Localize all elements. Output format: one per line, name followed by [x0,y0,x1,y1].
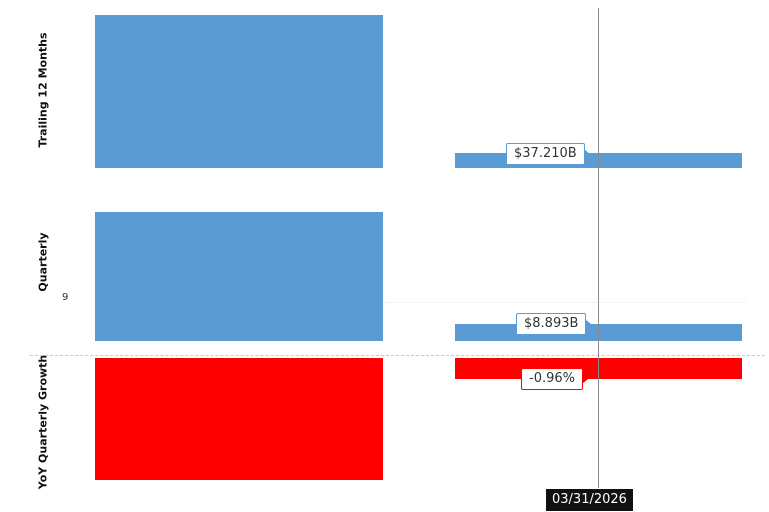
cursor-date-badge: 03/31/2026 [546,489,633,511]
quarterly-axis-tick-label: 9 [62,292,69,303]
panel-label-trailing: Trailing 12 Months [36,32,50,148]
panel-separator [30,355,765,356]
trailing-value-callout: $37.210B [506,143,590,165]
cursor-line [598,8,599,488]
growth-value-callout: -0.96% [521,368,588,390]
growth-left-bar [95,358,383,480]
quarterly-left-bar [95,212,383,341]
panel-label-growth: YoY Quarterly Growth [36,354,50,490]
trailing-left-bar [95,15,383,168]
quarterly-gridline [385,302,745,303]
panel-label-quarterly: Quarterly [36,232,50,292]
quarterly-value-callout: $8.893B [516,313,592,335]
